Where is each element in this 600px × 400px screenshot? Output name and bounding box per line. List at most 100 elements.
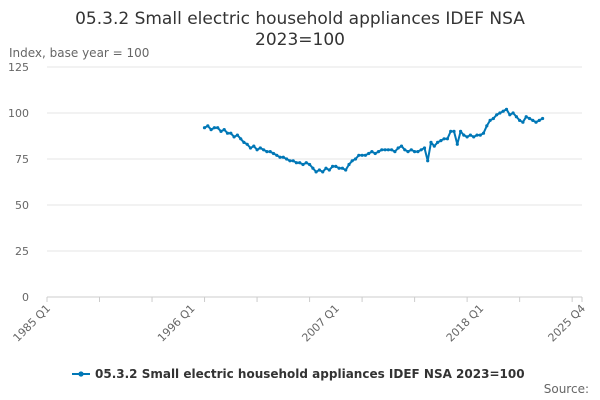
data-point[interactable]	[331, 164, 335, 168]
data-point[interactable]	[465, 135, 469, 139]
data-point[interactable]	[363, 153, 367, 157]
data-point[interactable]	[501, 109, 505, 113]
data-point[interactable]	[229, 131, 233, 135]
data-point[interactable]	[488, 118, 492, 122]
data-point[interactable]	[386, 148, 390, 152]
data-point[interactable]	[524, 115, 528, 119]
data-point[interactable]	[481, 131, 486, 135]
data-point[interactable]	[298, 161, 302, 165]
data-point[interactable]	[347, 162, 351, 167]
data-point[interactable]	[478, 133, 482, 137]
data-point[interactable]	[255, 148, 259, 152]
data-point[interactable]	[252, 144, 256, 148]
data-point[interactable]	[340, 166, 344, 170]
data-point[interactable]	[390, 148, 394, 152]
data-point[interactable]	[452, 129, 456, 133]
data-point[interactable]	[209, 128, 213, 132]
data-point[interactable]	[485, 124, 489, 128]
data-point[interactable]	[245, 142, 249, 146]
data-point[interactable]	[311, 166, 315, 170]
data-point[interactable]	[429, 140, 433, 144]
data-point[interactable]	[406, 150, 410, 154]
data-point[interactable]	[455, 142, 459, 146]
data-point[interactable]	[357, 153, 361, 157]
data-point[interactable]	[271, 151, 276, 156]
data-point[interactable]	[268, 150, 272, 154]
data-point[interactable]	[317, 168, 321, 172]
data-point[interactable]	[360, 153, 364, 157]
data-point[interactable]	[462, 133, 466, 137]
data-point[interactable]	[541, 116, 545, 121]
data-point[interactable]	[275, 153, 279, 157]
data-point[interactable]	[258, 146, 262, 150]
data-point[interactable]	[235, 133, 239, 137]
data-point[interactable]	[436, 140, 440, 144]
data-point[interactable]	[472, 135, 476, 139]
data-point[interactable]	[334, 164, 338, 168]
data-point[interactable]	[511, 111, 515, 115]
data-point[interactable]	[498, 111, 502, 115]
data-point[interactable]	[393, 150, 397, 154]
data-point[interactable]	[367, 151, 371, 156]
data-point[interactable]	[281, 155, 285, 159]
data-point[interactable]	[308, 162, 312, 167]
data-point[interactable]	[232, 135, 236, 139]
data-point[interactable]	[206, 124, 210, 128]
data-point[interactable]	[419, 148, 423, 152]
data-point[interactable]	[219, 129, 223, 133]
data-point[interactable]	[380, 148, 384, 152]
data-point[interactable]	[327, 168, 331, 172]
data-point[interactable]	[527, 116, 532, 121]
data-point[interactable]	[350, 159, 354, 163]
data-point[interactable]	[376, 150, 381, 154]
data-point[interactable]	[439, 139, 443, 143]
data-point[interactable]	[383, 148, 387, 152]
data-point[interactable]	[344, 168, 348, 172]
data-point[interactable]	[239, 137, 243, 141]
data-point[interactable]	[504, 107, 509, 111]
legend[interactable]: 05.3.2 Small electric household applianc…	[72, 367, 525, 381]
data-point[interactable]	[531, 118, 535, 122]
data-point[interactable]	[324, 166, 328, 170]
data-point[interactable]	[225, 131, 230, 135]
data-point[interactable]	[459, 129, 463, 133]
data-point[interactable]	[514, 115, 519, 119]
data-point[interactable]	[285, 157, 289, 161]
data-point[interactable]	[508, 113, 512, 117]
data-point[interactable]	[301, 162, 305, 167]
data-point[interactable]	[314, 170, 318, 174]
data-point[interactable]	[353, 157, 358, 161]
data-point[interactable]	[449, 129, 453, 133]
data-point[interactable]	[468, 133, 472, 137]
data-point[interactable]	[373, 151, 377, 156]
data-point[interactable]	[416, 150, 420, 154]
data-point[interactable]	[396, 146, 400, 150]
data-point[interactable]	[212, 126, 216, 130]
data-point[interactable]	[248, 146, 253, 150]
data-point[interactable]	[521, 120, 525, 124]
data-point[interactable]	[265, 150, 269, 154]
data-point[interactable]	[534, 120, 538, 124]
data-point[interactable]	[294, 161, 298, 165]
data-point[interactable]	[288, 159, 292, 163]
data-point[interactable]	[491, 116, 495, 121]
data-point[interactable]	[321, 170, 325, 174]
data-point[interactable]	[304, 161, 308, 165]
data-point[interactable]	[442, 137, 446, 141]
data-point[interactable]	[495, 113, 499, 117]
data-point[interactable]	[278, 155, 282, 159]
data-point[interactable]	[413, 150, 417, 154]
data-point[interactable]	[242, 140, 246, 144]
data-point[interactable]	[262, 148, 266, 152]
data-point[interactable]	[475, 133, 479, 137]
data-point[interactable]	[291, 159, 295, 163]
data-point[interactable]	[445, 137, 449, 141]
data-point[interactable]	[432, 144, 436, 148]
data-point[interactable]	[409, 148, 413, 152]
data-point[interactable]	[518, 118, 522, 122]
data-point[interactable]	[202, 126, 207, 130]
data-point[interactable]	[370, 150, 374, 154]
data-point[interactable]	[399, 144, 404, 148]
data-point[interactable]	[537, 118, 541, 122]
data-point[interactable]	[422, 146, 427, 150]
